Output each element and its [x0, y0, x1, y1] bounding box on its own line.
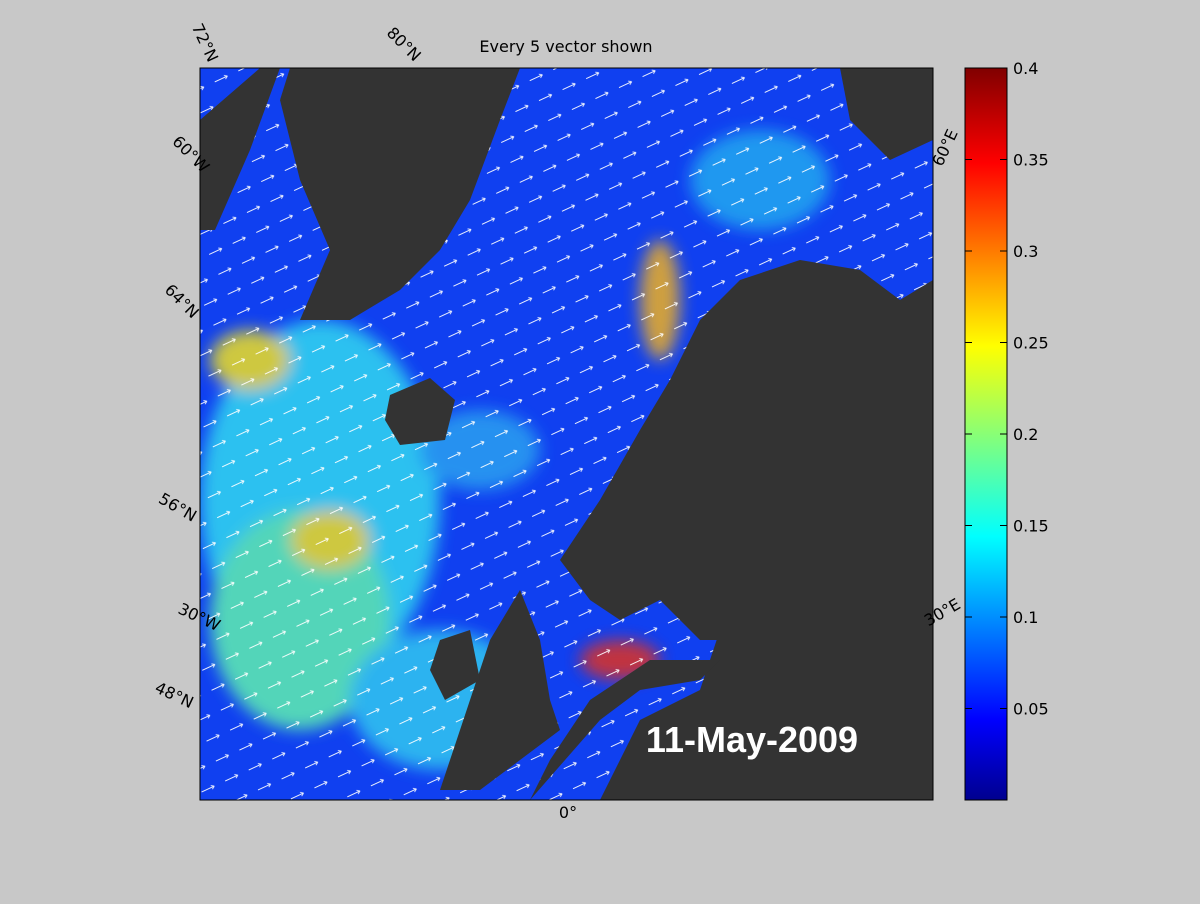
lat-label: 48°N: [152, 678, 197, 712]
lat-label: 56°N: [156, 489, 200, 526]
map-area: [200, 68, 933, 800]
lat-label: 80°N: [383, 23, 425, 65]
colorbar-tick-label: 0.35: [1013, 151, 1049, 170]
lat-label: 64°N: [161, 280, 203, 322]
colorbar-tick-label: 0.4: [1013, 59, 1038, 78]
lat-label: 72°N: [188, 20, 222, 65]
colorbar-tick-label: 0.3: [1013, 242, 1038, 261]
chart-title: Every 5 vector shown: [479, 37, 652, 56]
land: [200, 68, 933, 800]
colorbar-tick-label: 0.1: [1013, 608, 1038, 627]
colorbar-tick-label: 0.2: [1013, 425, 1038, 444]
lon-label: 0°: [559, 803, 577, 822]
colorbar-tick-label: 0.05: [1013, 700, 1049, 719]
plot-frame: [199, 67, 934, 801]
colorbar-tick-label: 0.15: [1013, 517, 1049, 536]
colorbar-tick-label: 0.25: [1013, 334, 1049, 353]
date-label: 11-May-2009: [646, 719, 858, 760]
